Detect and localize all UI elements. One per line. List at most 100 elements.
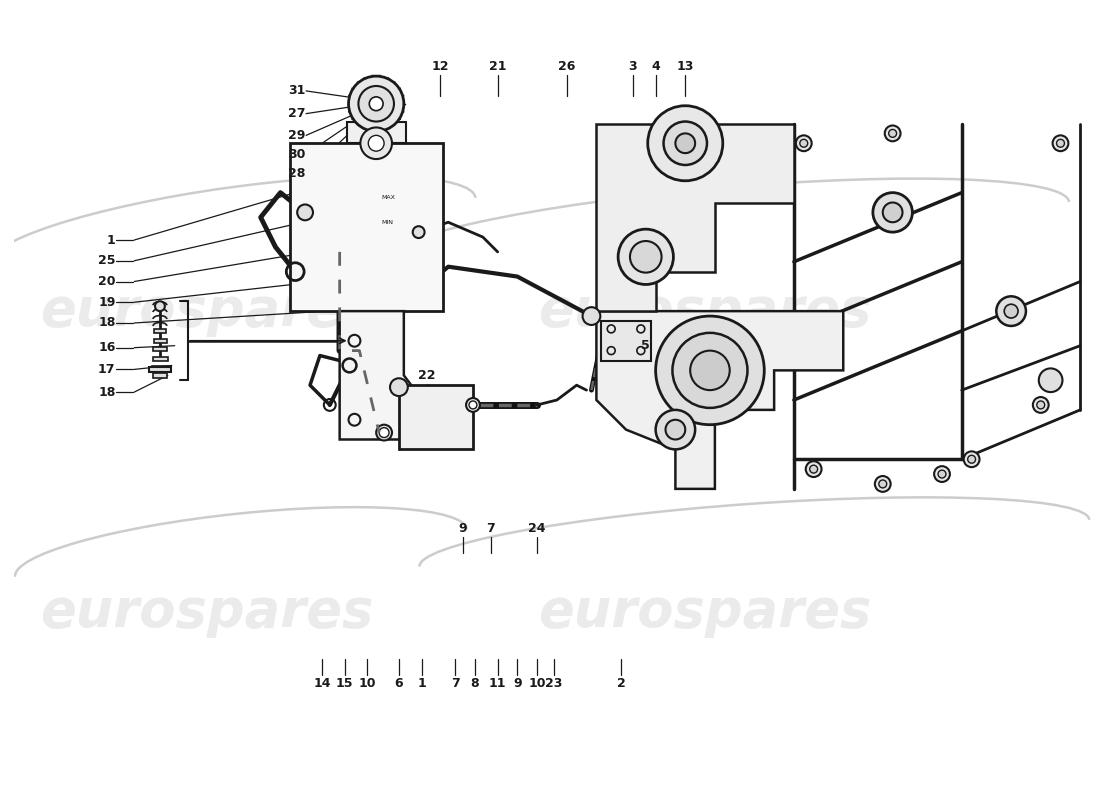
Circle shape bbox=[390, 378, 408, 396]
Polygon shape bbox=[340, 311, 419, 439]
Circle shape bbox=[884, 126, 901, 142]
Circle shape bbox=[349, 76, 404, 131]
Text: 1: 1 bbox=[417, 677, 426, 690]
Circle shape bbox=[368, 135, 384, 151]
Polygon shape bbox=[596, 123, 794, 311]
Text: 12: 12 bbox=[431, 60, 449, 73]
Text: 9: 9 bbox=[459, 522, 468, 535]
Circle shape bbox=[672, 333, 748, 408]
Bar bbox=[153, 374, 167, 378]
Text: 23: 23 bbox=[546, 677, 562, 690]
Polygon shape bbox=[596, 311, 844, 489]
Circle shape bbox=[938, 470, 946, 478]
Bar bbox=[602, 321, 651, 361]
Circle shape bbox=[656, 410, 695, 450]
Circle shape bbox=[663, 122, 707, 165]
Circle shape bbox=[656, 316, 764, 425]
Text: 7: 7 bbox=[486, 522, 495, 535]
Text: 26: 26 bbox=[558, 60, 575, 73]
Circle shape bbox=[361, 127, 392, 159]
Text: 6: 6 bbox=[395, 677, 404, 690]
Text: 9: 9 bbox=[513, 677, 521, 690]
Text: 20: 20 bbox=[98, 275, 116, 288]
Bar bbox=[153, 357, 168, 361]
Circle shape bbox=[968, 455, 976, 463]
Circle shape bbox=[1037, 401, 1045, 409]
Text: 19: 19 bbox=[98, 296, 116, 309]
Circle shape bbox=[469, 401, 477, 409]
Circle shape bbox=[675, 134, 695, 153]
Circle shape bbox=[934, 466, 950, 482]
Bar bbox=[154, 329, 166, 333]
Text: 21: 21 bbox=[488, 60, 506, 73]
Text: 31: 31 bbox=[288, 85, 305, 98]
Text: 8: 8 bbox=[471, 677, 480, 690]
Circle shape bbox=[466, 398, 480, 412]
Text: eurospares: eurospares bbox=[40, 586, 373, 638]
Circle shape bbox=[1004, 304, 1018, 318]
Circle shape bbox=[879, 480, 887, 488]
Text: 27: 27 bbox=[287, 107, 305, 120]
Circle shape bbox=[1057, 139, 1065, 147]
Circle shape bbox=[630, 241, 661, 273]
Circle shape bbox=[800, 139, 807, 147]
Circle shape bbox=[155, 302, 165, 311]
Circle shape bbox=[796, 135, 812, 151]
Text: 3: 3 bbox=[628, 60, 637, 73]
Circle shape bbox=[666, 420, 685, 439]
Bar bbox=[399, 385, 473, 450]
Circle shape bbox=[889, 130, 896, 138]
Bar bbox=[150, 367, 170, 372]
Text: 4: 4 bbox=[651, 60, 660, 73]
Text: MIN: MIN bbox=[381, 220, 393, 225]
Text: 28: 28 bbox=[288, 167, 305, 180]
Circle shape bbox=[648, 106, 723, 181]
Text: 11: 11 bbox=[488, 677, 506, 690]
Circle shape bbox=[618, 229, 673, 285]
Bar bbox=[154, 338, 167, 342]
Text: eurospares: eurospares bbox=[538, 586, 871, 638]
Bar bbox=[153, 346, 167, 350]
Text: 30: 30 bbox=[288, 148, 305, 161]
Circle shape bbox=[874, 476, 891, 492]
Circle shape bbox=[964, 451, 979, 467]
Circle shape bbox=[690, 350, 729, 390]
Circle shape bbox=[370, 97, 383, 110]
Text: eurospares: eurospares bbox=[538, 285, 871, 337]
Text: 14: 14 bbox=[314, 677, 331, 690]
Circle shape bbox=[297, 205, 313, 220]
Text: 2: 2 bbox=[617, 677, 626, 690]
Circle shape bbox=[376, 425, 392, 441]
Text: 5: 5 bbox=[641, 339, 650, 352]
Text: eurospares: eurospares bbox=[40, 285, 373, 337]
Text: 29: 29 bbox=[288, 129, 305, 142]
Text: 13: 13 bbox=[676, 60, 694, 73]
Circle shape bbox=[1053, 135, 1068, 151]
Text: 18: 18 bbox=[98, 386, 116, 398]
Text: 1: 1 bbox=[107, 234, 116, 246]
Circle shape bbox=[583, 307, 601, 325]
Circle shape bbox=[1038, 369, 1063, 392]
Text: 10: 10 bbox=[528, 677, 546, 690]
Circle shape bbox=[412, 226, 425, 238]
Bar bbox=[152, 366, 168, 370]
Text: 18: 18 bbox=[98, 317, 116, 330]
Text: 24: 24 bbox=[528, 522, 546, 535]
Bar bbox=[290, 143, 443, 311]
Circle shape bbox=[1033, 397, 1048, 413]
Text: 16: 16 bbox=[98, 341, 116, 354]
Text: 10: 10 bbox=[359, 677, 376, 690]
Circle shape bbox=[810, 465, 817, 473]
Circle shape bbox=[883, 202, 902, 222]
Circle shape bbox=[873, 193, 912, 232]
Circle shape bbox=[805, 462, 822, 477]
Circle shape bbox=[379, 428, 389, 438]
Text: 22: 22 bbox=[418, 369, 436, 382]
Text: 15: 15 bbox=[336, 677, 353, 690]
Circle shape bbox=[359, 86, 394, 122]
Text: 25: 25 bbox=[98, 254, 116, 267]
Circle shape bbox=[997, 296, 1026, 326]
Text: 17: 17 bbox=[98, 363, 116, 376]
Bar bbox=[346, 122, 406, 143]
Text: MAX: MAX bbox=[381, 195, 395, 200]
